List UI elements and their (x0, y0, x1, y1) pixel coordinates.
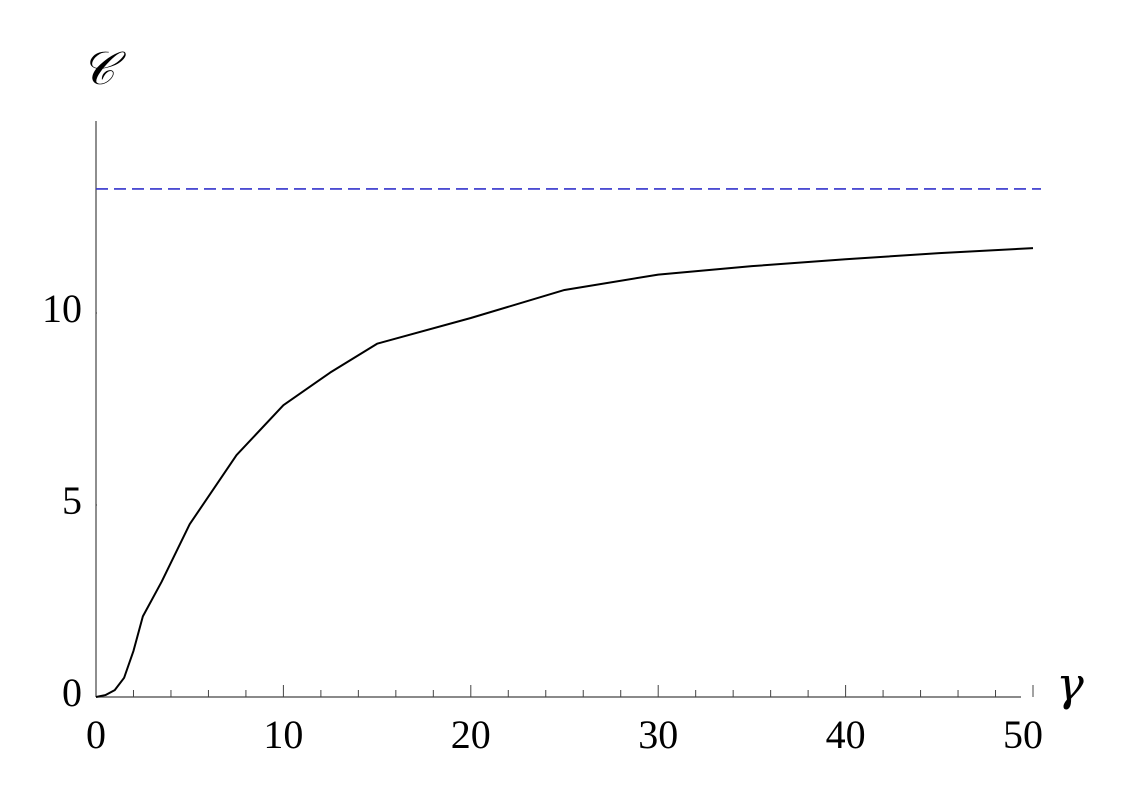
x-axis-label: γ (1056, 657, 1084, 711)
y-tick-label: 5 (62, 478, 82, 523)
x-tick-label: 40 (826, 712, 866, 757)
x-tick-label: 10 (263, 712, 303, 757)
y-axis-label: 𝒞 (81, 41, 126, 95)
x-tick-label: 20 (451, 712, 491, 757)
y-tick-label: 10 (42, 286, 82, 331)
series-line (95, 247, 1034, 698)
x-tick-label: 50 (1003, 712, 1043, 757)
y-tick-label: 0 (62, 670, 82, 715)
x-tick-label: 30 (638, 712, 678, 757)
x-tick-label: 0 (86, 712, 106, 757)
